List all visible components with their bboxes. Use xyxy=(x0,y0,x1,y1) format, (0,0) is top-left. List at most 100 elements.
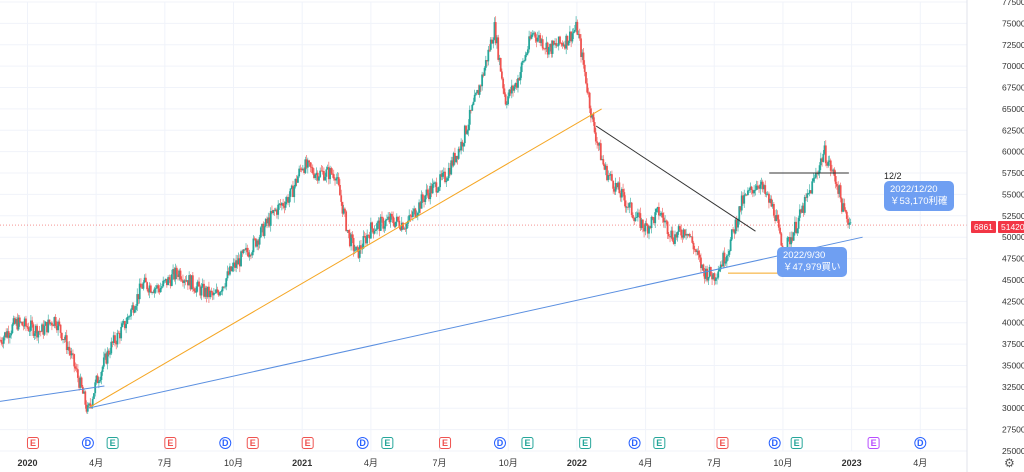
candle-body xyxy=(755,185,758,190)
candle-body xyxy=(796,228,799,234)
candle-body xyxy=(454,152,456,163)
candle-body xyxy=(698,254,701,258)
candle-body xyxy=(572,31,575,34)
candle-body xyxy=(183,280,186,283)
candle-body xyxy=(413,208,416,212)
earnings-marker[interactable]: E xyxy=(867,437,880,449)
earnings-marker[interactable]: E xyxy=(439,437,452,449)
candle-body xyxy=(535,37,538,42)
candle-body xyxy=(547,47,550,55)
dividend-marker[interactable]: D xyxy=(493,437,506,449)
candle-body xyxy=(251,252,254,256)
earnings-marker[interactable]: E xyxy=(381,437,394,449)
candle-body xyxy=(789,237,791,245)
candle-body xyxy=(510,85,513,94)
candle-body xyxy=(340,195,343,202)
candle-body xyxy=(285,197,288,202)
candle-body xyxy=(240,251,242,267)
candle-body xyxy=(127,316,130,318)
candle-body xyxy=(280,203,283,206)
y-tick-label: 75000 xyxy=(1002,18,1024,28)
event-marker-label: E xyxy=(871,438,877,448)
candle-body xyxy=(524,55,527,61)
dividend-marker[interactable]: D xyxy=(356,437,369,449)
candle-body xyxy=(508,89,511,97)
sell-price: ￥53,170利確 xyxy=(890,196,948,207)
candle-body xyxy=(303,168,306,173)
candle-body xyxy=(433,182,435,185)
candle-body xyxy=(345,211,348,231)
candle-body xyxy=(76,369,79,378)
candle-body xyxy=(608,175,611,176)
candle-body xyxy=(722,252,725,267)
candle-body xyxy=(365,236,367,244)
earnings-marker[interactable]: E xyxy=(246,437,259,449)
candle-body xyxy=(614,182,617,192)
candle-body xyxy=(277,204,280,215)
dividend-marker[interactable]: D xyxy=(628,437,641,449)
candle-body xyxy=(811,181,814,194)
candle-body xyxy=(487,49,490,62)
candle-body xyxy=(182,280,184,283)
earnings-marker[interactable]: E xyxy=(716,437,729,449)
candle-body xyxy=(261,223,263,228)
candle-body xyxy=(534,32,537,38)
earnings-marker[interactable]: E xyxy=(579,437,592,449)
candle-body xyxy=(687,234,690,236)
candle-body xyxy=(163,280,166,282)
gear-icon[interactable]: ⚙ xyxy=(1004,456,1015,470)
candle-body xyxy=(295,178,298,183)
candle-body xyxy=(262,223,265,236)
earnings-marker[interactable]: E xyxy=(790,437,803,449)
candle-body xyxy=(585,71,587,84)
dividend-marker[interactable]: D xyxy=(768,437,781,449)
candle-body xyxy=(582,52,585,65)
candle-body xyxy=(256,240,259,247)
candle-body xyxy=(206,286,209,297)
candle-body xyxy=(756,185,759,187)
buy-annotation[interactable]: 2022/9/30 ￥47,979買い xyxy=(777,247,847,277)
earnings-marker[interactable]: E xyxy=(301,437,314,449)
earnings-marker[interactable]: E xyxy=(26,437,39,449)
candle-body xyxy=(692,242,695,250)
candle-body xyxy=(800,209,802,213)
candle-body xyxy=(156,285,158,289)
dividend-marker[interactable]: D xyxy=(914,437,927,449)
candle-body xyxy=(818,165,821,174)
candle-body xyxy=(159,287,162,293)
earnings-marker[interactable]: E xyxy=(653,437,666,449)
candle-body xyxy=(437,187,440,192)
earnings-marker[interactable]: E xyxy=(164,437,177,449)
candle-body xyxy=(157,285,160,289)
dividend-marker[interactable]: D xyxy=(219,437,232,449)
candle-body xyxy=(227,271,230,275)
candle-body xyxy=(840,198,843,212)
candle-body xyxy=(225,278,228,287)
earnings-marker[interactable]: E xyxy=(521,437,534,449)
candle-body xyxy=(617,182,620,188)
candle-body xyxy=(80,377,83,387)
candle-body xyxy=(813,177,816,179)
candle-body xyxy=(623,192,626,201)
earnings-marker[interactable]: E xyxy=(106,437,119,449)
candle-body xyxy=(539,35,542,43)
dividend-marker[interactable]: D xyxy=(81,437,94,449)
sell-date: 2022/12/20 xyxy=(890,184,938,195)
candle-body xyxy=(99,379,102,382)
candle-body xyxy=(360,245,362,250)
candle-body xyxy=(315,172,318,175)
candle-body xyxy=(571,33,574,42)
candle-body xyxy=(797,217,800,229)
candle-body xyxy=(597,142,600,146)
candle-body xyxy=(602,159,605,165)
candle-body xyxy=(744,194,747,196)
candle-body xyxy=(586,83,589,93)
sell-annotation[interactable]: 2022/12/20 ￥53,170利確 xyxy=(884,181,954,211)
candle-body xyxy=(179,270,182,280)
candle-body xyxy=(792,232,795,241)
candle-body xyxy=(742,195,744,204)
candle-body xyxy=(462,143,465,147)
candle-body xyxy=(1,342,4,344)
y-tick-label: 37500 xyxy=(1002,339,1024,349)
